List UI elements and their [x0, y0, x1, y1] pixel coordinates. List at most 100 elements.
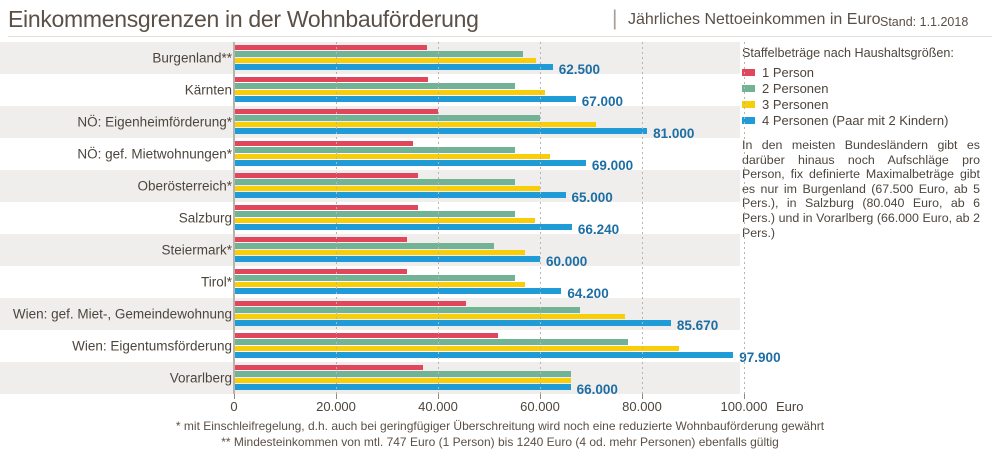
- bar-group: 97.900: [234, 332, 781, 365]
- category-label: Oberösterreich*: [137, 178, 232, 194]
- category-label: Salzburg: [178, 210, 232, 226]
- bar-1-person: [234, 364, 423, 371]
- legend-item-list: 1 Person 2 Personen 3 Personen 4 Personen (…: [742, 64, 994, 128]
- bar-group: 64.200: [234, 268, 740, 301]
- legend-item[interactable]: 3 Personen: [742, 96, 994, 112]
- x-axis-unit-label: Euro: [776, 399, 804, 414]
- bar-2-person: [234, 339, 628, 345]
- bar-2-person: [234, 211, 515, 217]
- x-axis-tick-label: 100.000: [720, 399, 768, 414]
- bar-4-person: [234, 64, 553, 70]
- bar-3-person: [234, 313, 626, 320]
- date-stamp: Stand: 1.1.2018: [880, 15, 969, 29]
- x-axis-tick: [744, 394, 745, 399]
- gridline: [642, 42, 643, 394]
- legend-item[interactable]: 2 Personen: [742, 80, 994, 96]
- legend-swatch-icon: [742, 116, 755, 124]
- category-label: Burgenland**: [152, 50, 232, 66]
- category-label: Steiermark*: [161, 242, 232, 258]
- chart-subtitle: Jährliches Nettoeinkommen in Euro: [628, 11, 881, 28]
- value-label: 85.670: [676, 318, 719, 334]
- legend-label: 2 Personen: [762, 80, 829, 96]
- chart-row: Wien: gef. Miet-, Gemeindewohnung 85.670: [0, 298, 740, 333]
- category-label: NÖ: gef. Mietwohnungen*: [77, 146, 232, 162]
- bar-4-person: [234, 192, 566, 198]
- bar-3-person: [234, 185, 540, 192]
- bar-1-person: [234, 140, 413, 147]
- chart-row: Kärnten 67.000: [0, 74, 740, 109]
- x-axis-tick-label: 60.000: [520, 399, 560, 414]
- bar-2-person: [234, 51, 524, 57]
- legend-swatch-icon: [742, 68, 755, 76]
- category-label: Vorarlberg: [169, 370, 232, 386]
- bar-2-person: [234, 275, 515, 281]
- y-axis-line: [233, 42, 235, 394]
- bar-3-person: [234, 57, 536, 64]
- bar-3-person: [234, 89, 546, 96]
- gridline: [744, 42, 745, 394]
- category-label: NÖ: Eigenheimförderung*: [77, 114, 232, 130]
- bar-group: 85.670: [234, 300, 740, 333]
- legend-item[interactable]: 1 Person: [742, 64, 994, 80]
- bar-4-person: [234, 224, 572, 230]
- bar-1-person: [234, 300, 467, 307]
- bar-1-person: [234, 76, 428, 83]
- bar-group: 69.000: [234, 140, 740, 173]
- legend-label: 4 Personen (Paar mit 2 Kindern): [762, 112, 949, 128]
- bar-1-person: [234, 268, 408, 275]
- value-label: 69.000: [591, 158, 634, 174]
- chart-header: Einkommensgrenzen in der Wohnbauförderun…: [8, 4, 992, 38]
- bar-2-person: [234, 179, 515, 185]
- bar-group: 60.000: [234, 236, 740, 269]
- bar-chart-plot-area: Burgenland** 62.500 Kärnten 67.000 NÖ: Eigen…: [0, 42, 781, 397]
- chart-row: Vorarlberg 66.000: [0, 362, 740, 397]
- gridline: [336, 42, 337, 394]
- bar-group: 65.000: [234, 172, 740, 205]
- value-label: 66.240: [577, 222, 620, 238]
- value-label: 64.200: [567, 286, 609, 302]
- bar-2-person: [234, 147, 515, 153]
- bar-2-person: [234, 115, 540, 121]
- bar-3-person: [234, 249, 525, 256]
- bar-4-person: [234, 384, 571, 390]
- chart-row: Wien: Eigentumsförderung 97.900: [0, 330, 781, 365]
- footnote-block: * mit Einschleifregelung, d.h. auch bei …: [0, 418, 1000, 450]
- chart-row: NÖ: Eigenheimförderung* 81.000: [0, 106, 740, 142]
- bar-4-person: [234, 288, 562, 294]
- footnote: * mit Einschleifregelung, d.h. auch bei …: [175, 419, 825, 433]
- title-separator: |: [612, 7, 618, 30]
- bar-4-person: [234, 320, 671, 326]
- value-label: 60.000: [546, 254, 588, 270]
- bar-2-person: [234, 83, 515, 89]
- value-label: 81.000: [653, 126, 695, 142]
- bar-3-person: [234, 153, 551, 160]
- bar-3-person: [234, 217, 535, 224]
- chart-row: Tirol* 64.200: [0, 266, 740, 301]
- legend-label: 3 Personen: [762, 96, 829, 112]
- category-label: Tirol*: [200, 274, 232, 290]
- footnote: ** Mindesteinkommen von mtl. 747 Euro (1…: [221, 435, 779, 449]
- legend-item[interactable]: 4 Personen (Paar mit 2 Kindern): [742, 112, 994, 128]
- bar-4-person: [234, 128, 648, 134]
- bar-4-person: [234, 352, 734, 358]
- bar-2-person: [234, 307, 580, 313]
- x-axis-tick-label: 0: [230, 399, 238, 414]
- chart-row: Oberösterreich* 65.000: [0, 170, 740, 205]
- bar-2-person: [234, 371, 571, 377]
- page-title: Einkommensgrenzen in der Wohnbauförderun…: [8, 6, 479, 32]
- x-axis-tick: [642, 394, 643, 399]
- gridline: [540, 42, 541, 394]
- chart-row: Steiermark* 60.000: [0, 234, 740, 269]
- value-label: 67.000: [581, 94, 623, 110]
- value-label: 65.000: [571, 190, 613, 206]
- bar-4-person: [234, 96, 576, 102]
- chart-row: Burgenland** 62.500: [0, 42, 740, 77]
- bar-1-person: [234, 204, 418, 211]
- bar-group: 62.500: [234, 44, 740, 77]
- bar-group: 67.000: [234, 76, 740, 109]
- x-axis-tick: [438, 394, 439, 399]
- bar-4-person: [234, 160, 586, 166]
- x-axis-tick-label: 80.000: [622, 399, 662, 414]
- bar-3-person: [234, 121, 597, 128]
- x-axis-tick: [234, 394, 235, 399]
